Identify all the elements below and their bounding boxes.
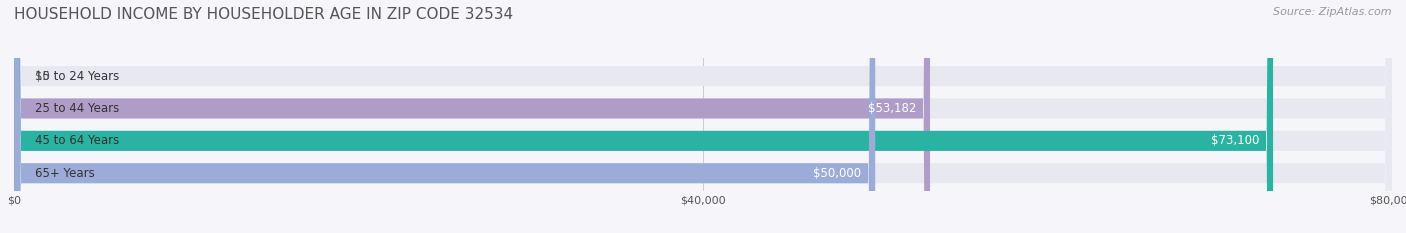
Text: $53,182: $53,182 [868, 102, 917, 115]
Text: 15 to 24 Years: 15 to 24 Years [35, 70, 120, 82]
Text: 45 to 64 Years: 45 to 64 Years [35, 134, 120, 147]
Text: HOUSEHOLD INCOME BY HOUSEHOLDER AGE IN ZIP CODE 32534: HOUSEHOLD INCOME BY HOUSEHOLDER AGE IN Z… [14, 7, 513, 22]
FancyBboxPatch shape [14, 0, 1392, 233]
FancyBboxPatch shape [14, 0, 929, 233]
Text: 65+ Years: 65+ Years [35, 167, 94, 180]
FancyBboxPatch shape [14, 0, 1392, 233]
FancyBboxPatch shape [14, 0, 1272, 233]
Text: $73,100: $73,100 [1211, 134, 1260, 147]
Text: Source: ZipAtlas.com: Source: ZipAtlas.com [1274, 7, 1392, 17]
Text: $50,000: $50,000 [813, 167, 862, 180]
Text: 25 to 44 Years: 25 to 44 Years [35, 102, 120, 115]
Text: $0: $0 [35, 70, 49, 82]
FancyBboxPatch shape [14, 0, 876, 233]
FancyBboxPatch shape [14, 0, 1392, 233]
FancyBboxPatch shape [14, 0, 1392, 233]
